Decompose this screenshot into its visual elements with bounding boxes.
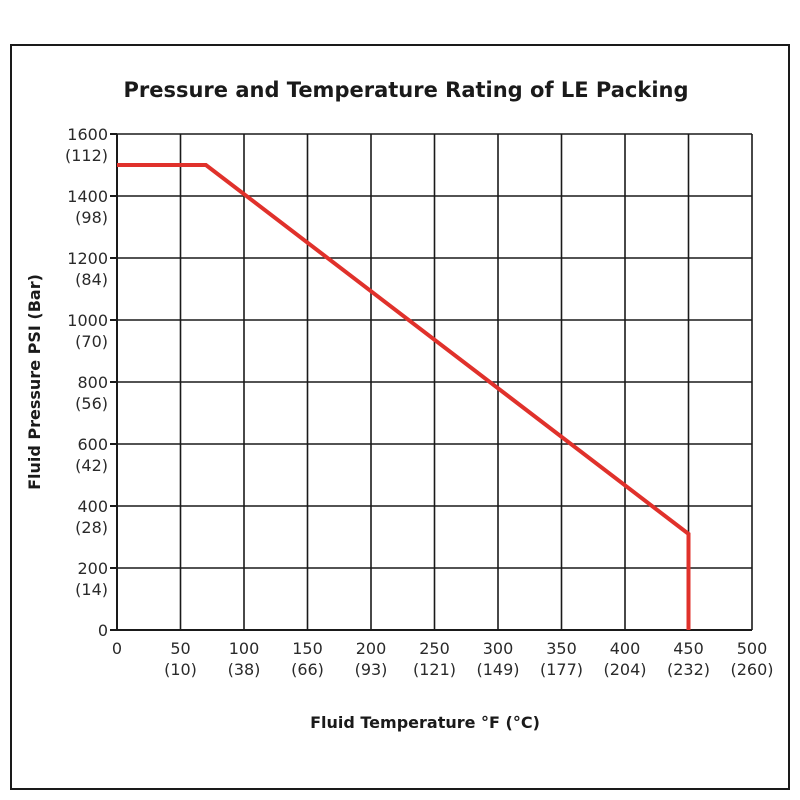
series-line-0 bbox=[117, 163, 691, 630]
y-tick-sublabel-400: (28) bbox=[75, 518, 108, 537]
x-tick-sublabel-400: (204) bbox=[603, 660, 646, 679]
tick-labels: 0 50 (10) 100 (38) 150 (66) 200 (93) 250 (121) 300 (… bbox=[65, 125, 774, 679]
grid-lines bbox=[110, 133, 753, 631]
x-tick-label-100: 100 bbox=[229, 639, 260, 658]
y-tick-sublabel-800: (56) bbox=[75, 394, 108, 413]
series-layer bbox=[117, 163, 691, 630]
x-tick-label-200: 200 bbox=[356, 639, 387, 658]
x-tick-sublabel-450: (232) bbox=[667, 660, 710, 679]
y-tick-label-800: 800 bbox=[77, 373, 108, 392]
y-tick-sublabel-1600: (112) bbox=[65, 146, 108, 165]
y-tick-label-1400: 1400 bbox=[67, 187, 108, 206]
x-tick-label-450: 450 bbox=[673, 639, 704, 658]
y-tick-sublabel-600: (42) bbox=[75, 456, 108, 475]
chart: Pressure and Temperature Rating of LE Pa… bbox=[25, 78, 774, 732]
x-tick-label-0: 0 bbox=[112, 639, 122, 658]
y-tick-sublabel-1200: (84) bbox=[75, 270, 108, 289]
x-tick-sublabel-500: (260) bbox=[730, 660, 773, 679]
y-tick-label-1000: 1000 bbox=[67, 311, 108, 330]
y-tick-sublabel-1000: (70) bbox=[75, 332, 108, 351]
y-tick-label-400: 400 bbox=[77, 497, 108, 516]
x-tick-label-350: 350 bbox=[546, 639, 577, 658]
chart-frame: Pressure and Temperature Rating of LE Pa… bbox=[10, 44, 790, 790]
x-tick-label-400: 400 bbox=[610, 639, 641, 658]
x-tick-sublabel-200: (93) bbox=[355, 660, 388, 679]
x-tick-sublabel-100: (38) bbox=[228, 660, 261, 679]
y-tick-label-200: 200 bbox=[77, 559, 108, 578]
x-axis-label: Fluid Temperature °F (°C) bbox=[310, 713, 540, 732]
y-axis-label: Fluid Pressure PSI (Bar) bbox=[25, 274, 44, 490]
x-tick-sublabel-250: (121) bbox=[413, 660, 456, 679]
y-tick-label-600: 600 bbox=[77, 435, 108, 454]
x-tick-label-250: 250 bbox=[419, 639, 450, 658]
x-tick-label-500: 500 bbox=[737, 639, 768, 658]
x-tick-sublabel-300: (149) bbox=[476, 660, 519, 679]
x-tick-label-300: 300 bbox=[483, 639, 514, 658]
chart-title: Pressure and Temperature Rating of LE Pa… bbox=[123, 78, 688, 102]
x-tick-sublabel-350: (177) bbox=[540, 660, 583, 679]
x-tick-label-50: 50 bbox=[170, 639, 190, 658]
x-tick-sublabel-50: (10) bbox=[164, 660, 197, 679]
y-tick-label-1200: 1200 bbox=[67, 249, 108, 268]
y-tick-label-1600: 1600 bbox=[67, 125, 108, 144]
y-tick-sublabel-1400: (98) bbox=[75, 208, 108, 227]
y-tick-label-0: 0 bbox=[98, 621, 108, 640]
x-tick-sublabel-150: (66) bbox=[291, 660, 324, 679]
y-tick-sublabel-200: (14) bbox=[75, 580, 108, 599]
x-tick-label-150: 150 bbox=[292, 639, 323, 658]
